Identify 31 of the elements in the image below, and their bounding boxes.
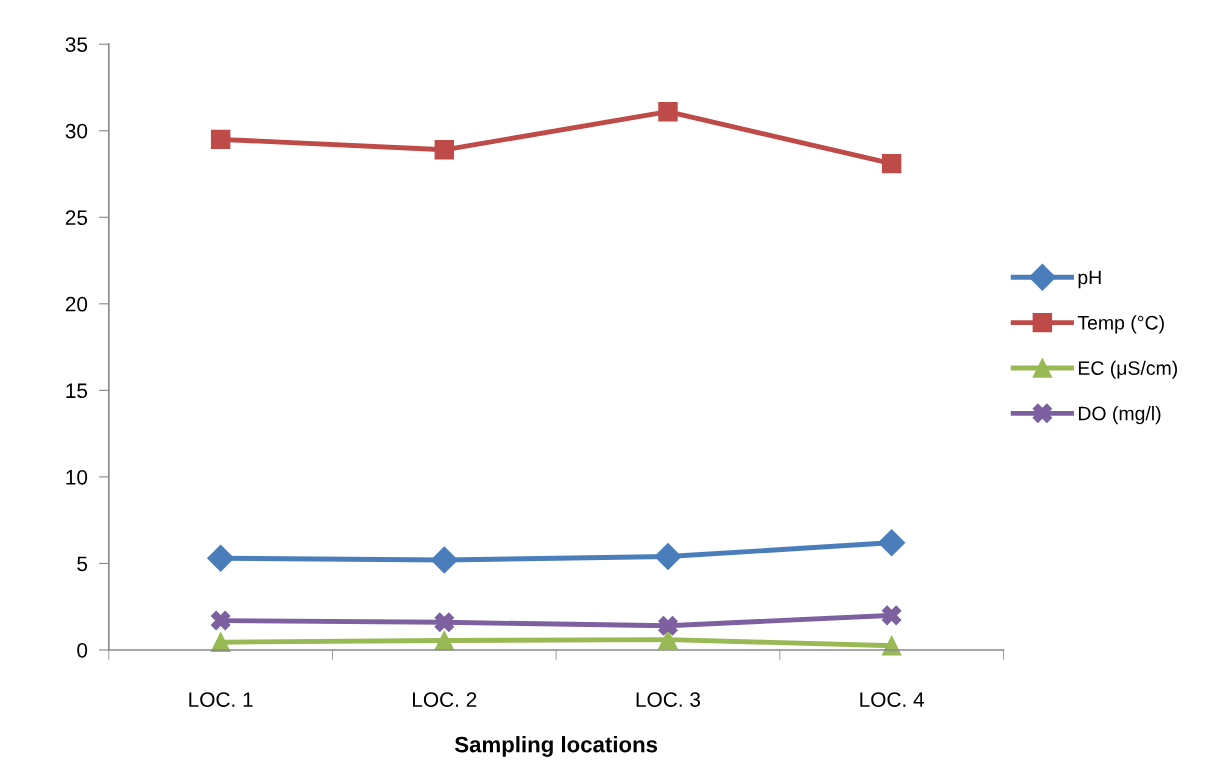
y-tick-label: 30 [65,123,88,139]
point [434,140,455,160]
point [434,612,455,633]
point [207,544,235,572]
x-tick-label: LOC. 3 [636,692,701,707]
point [881,605,902,626]
point [654,543,682,570]
x-tick-label: LOC. 2 [413,692,477,707]
legend-label: pH [1078,270,1101,289]
y-tick-label: 25 [65,210,88,226]
y-tick-label: 0 [77,642,88,658]
point [434,630,455,651]
y-tick-label: 5 [77,556,88,572]
point [658,101,678,122]
point [658,629,678,650]
point [881,153,902,174]
point [210,129,231,150]
point [210,610,231,631]
y-tick-label: 15 [66,383,88,399]
legend-label: Temp (°C) [1077,315,1164,334]
y-tick-label: 35 [65,37,88,52]
y-tick-label: 10 [66,469,88,485]
x-axis-title: Sampling locations [454,736,658,757]
x-tick-label: LOC. 1 [189,692,253,707]
y-tick-label: 20 [65,296,88,312]
x-tick-label: LOC. 4 [860,692,925,707]
point [430,546,458,574]
point [878,529,906,557]
point [658,616,678,636]
legend-label: EC (μS/cm) [1078,360,1178,379]
legend-label: DO (mg/l) [1078,406,1161,425]
